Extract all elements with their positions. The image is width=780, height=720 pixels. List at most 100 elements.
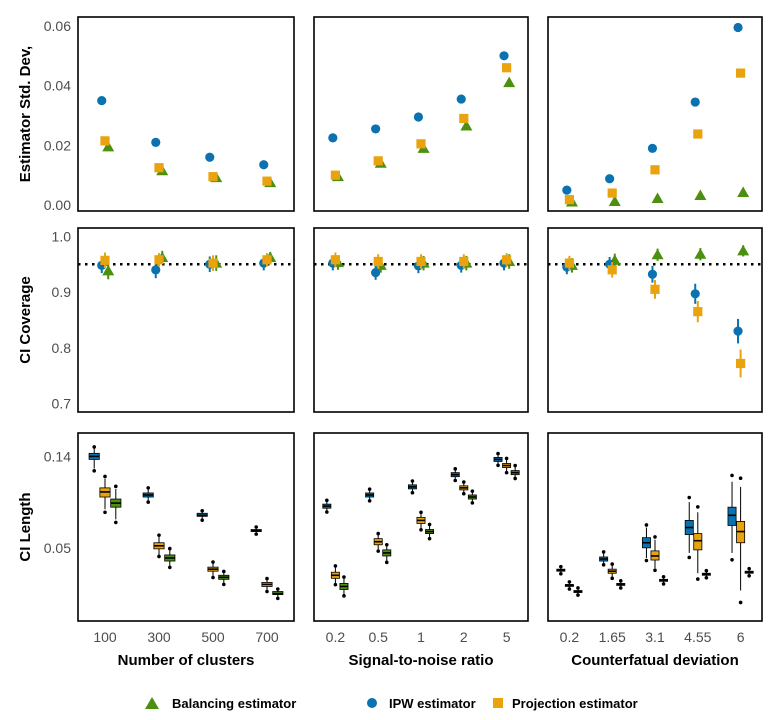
outlier-projection-500-0 (211, 575, 215, 580)
outlier-projection-5-1 (504, 456, 509, 461)
outlier-ipw-1-65-0 (601, 563, 606, 567)
outlier-projection-700-0 (265, 589, 269, 594)
outlier-ipw-4-55-0 (687, 555, 692, 560)
y-tick-label: 0.04 (44, 78, 71, 94)
outlier-ipw-500-0 (200, 518, 204, 522)
outlier-balancing-5-1 (513, 463, 517, 468)
point-projection-6 (736, 68, 746, 78)
outlier-balancing-6-1 (747, 566, 751, 571)
outlier-projection-100-1 (103, 474, 107, 479)
outlier-projection-0-2-0 (333, 582, 338, 587)
point-ipw-0-2 (328, 133, 338, 143)
outlier-balancing-0-2-0 (342, 594, 346, 598)
outlier-balancing-700-1 (276, 587, 280, 591)
point-projection-1 (416, 139, 426, 149)
outlier-balancing-4-55-1 (704, 568, 709, 573)
box-ipw-6 (727, 506, 737, 526)
box-projection-4-55 (693, 533, 703, 551)
panel-frame (313, 227, 529, 413)
panel-frame (547, 432, 763, 622)
point-projection-6 (736, 358, 746, 369)
panel-frame (77, 432, 295, 622)
outlier-projection-2-1 (462, 480, 466, 484)
y-tick-label: 0.7 (52, 396, 72, 412)
outlier-projection-3-1-1 (653, 535, 657, 539)
point-projection-1-65 (607, 188, 617, 198)
outlier-projection-1-65-1 (610, 562, 614, 566)
legend-label-ipw: IPW estimator (389, 696, 476, 711)
panel-len-deviation: 0.2 1.65 3.1 4.55 6 (547, 432, 763, 645)
point-ipw-3-1 (647, 143, 658, 153)
outlier-balancing-100-1 (114, 484, 118, 489)
point-ipw-1 (413, 112, 424, 122)
y-tick-label: 0.05 (44, 540, 71, 556)
outlier-projection-6-0 (738, 600, 743, 605)
point-projection-3-1 (650, 284, 660, 294)
x-tick-label: 5 (503, 629, 511, 645)
outlier-ipw-0-2-1 (325, 498, 329, 503)
x-axis-title-snr: Signal-to-noise ratio (348, 652, 493, 669)
point-ipw-0-2 (562, 185, 572, 195)
x-axis-title-deviation: Counterfatual deviation (571, 652, 739, 669)
x-tick-label: 1.65 (599, 629, 626, 645)
point-ipw-6 (733, 22, 743, 33)
y-axis-title-sd: Estimator Std. Dev, (17, 46, 34, 182)
panel-frame (313, 16, 529, 212)
outlier-projection-0-2-1 (333, 564, 338, 568)
outlier-projection-2-0 (462, 491, 466, 496)
outlier-balancing-3-1-1 (661, 574, 666, 579)
outlier-projection-5-0 (504, 470, 509, 475)
x-tick-label: 100 (93, 629, 117, 645)
legend-square-icon (493, 698, 503, 708)
outlier-balancing-1-1 (427, 522, 432, 527)
outlier-ipw-3-1-1 (644, 523, 649, 527)
point-ipw-0-5 (371, 268, 381, 278)
point-ipw-1-65 (605, 174, 615, 184)
point-balancing-2 (460, 119, 473, 131)
point-projection-4-55 (693, 129, 703, 139)
x-tick-label: 3.1 (645, 629, 665, 645)
panel-sd-clusters: 0.00 0.02 0.04 0.06 (44, 16, 295, 213)
panel-frame (77, 227, 295, 413)
outlier-balancing-300-0 (168, 565, 172, 570)
outlier-ipw-0-2-0 (325, 510, 329, 514)
outlier-balancing-1-65-0 (618, 586, 623, 590)
outlier-balancing-1-65-1 (618, 579, 623, 583)
outlier-balancing-2-0 (470, 501, 475, 505)
x-tick-label: 500 (201, 629, 225, 645)
outlier-ipw-6-0 (730, 557, 734, 562)
outlier-ipw-0-2-0 (559, 571, 563, 576)
outlier-ipw-300-0 (146, 500, 150, 504)
point-balancing-6 (737, 186, 750, 197)
outlier-ipw-500-1 (200, 508, 204, 513)
outlier-projection-0-2-1 (567, 580, 572, 584)
point-ipw-100 (97, 95, 107, 106)
x-tick-label: 0.5 (368, 629, 388, 645)
point-projection-0-5 (373, 256, 383, 267)
point-ipw-2 (456, 94, 466, 104)
x-tick-label: 300 (147, 629, 171, 645)
x-tick-label: 700 (255, 629, 279, 645)
outlier-balancing-100-0 (114, 520, 118, 525)
outlier-ipw-1-65-1 (601, 550, 606, 554)
point-ipw-4-55 (690, 97, 700, 107)
outlier-projection-700-1 (265, 576, 269, 581)
outlier-ipw-300-1 (146, 486, 150, 490)
point-ipw-300 (151, 137, 161, 147)
panel-cov-clusters: 0.7 0.8 0.9 1.0 (52, 227, 295, 413)
outlier-projection-100-0 (103, 510, 107, 515)
outlier-ipw-100-1 (92, 445, 96, 449)
outlier-balancing-300-1 (168, 546, 172, 551)
outlier-ipw-700-0 (254, 532, 258, 536)
outlier-balancing-1-0 (427, 536, 432, 541)
outlier-balancing-500-1 (222, 569, 226, 574)
point-projection-700 (262, 176, 272, 186)
outlier-balancing-500-0 (222, 582, 226, 587)
outlier-balancing-0-2-1 (576, 586, 580, 590)
panels: 0.00 0.02 0.04 0.06 0.7 0.8 0.9 1.0 0.14 0.05 100 3… (44, 16, 763, 645)
outlier-projection-1-65-0 (610, 576, 614, 581)
point-balancing-5 (503, 76, 516, 88)
panel-frame (77, 16, 295, 212)
panel-sd-snr (313, 16, 529, 212)
